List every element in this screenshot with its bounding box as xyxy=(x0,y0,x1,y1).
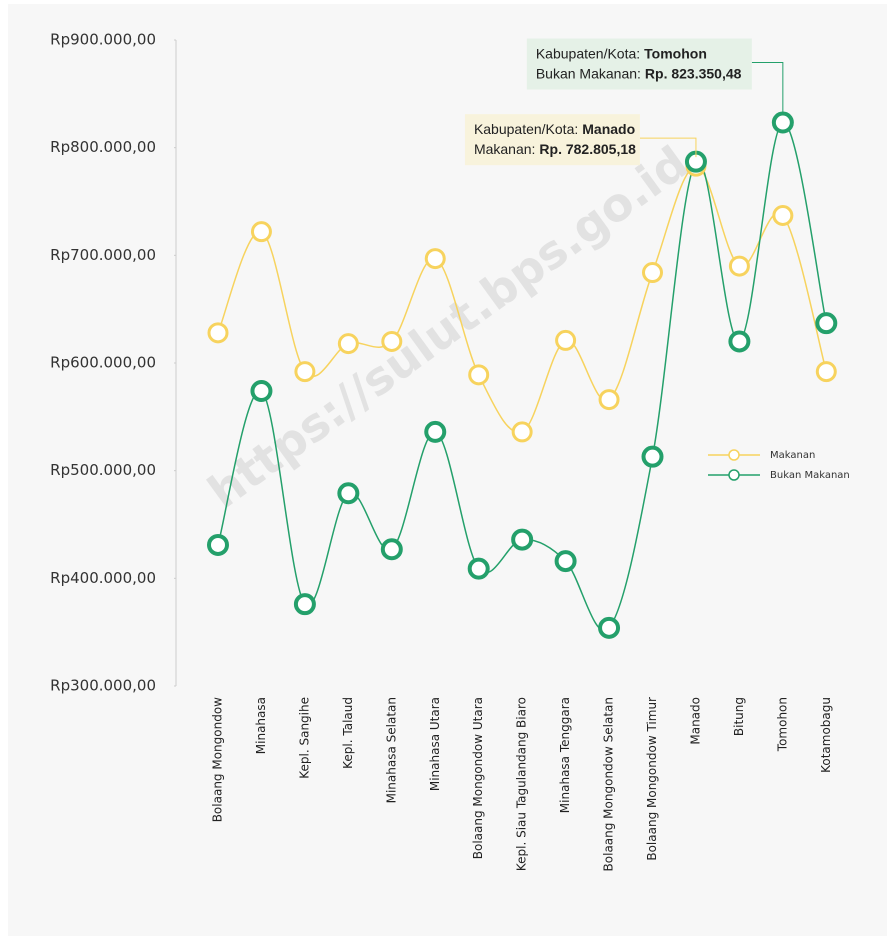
data-point xyxy=(250,379,273,402)
data-point xyxy=(294,361,316,383)
data-point xyxy=(380,538,403,561)
data-point xyxy=(728,330,751,353)
x-tick-label: Tomohon xyxy=(775,697,789,752)
tooltip-line: Bukan Makanan:Rp. 823.350,48 xyxy=(536,65,742,81)
data-point xyxy=(511,421,533,443)
y-tick-label: Rp900.000,00 xyxy=(50,31,156,49)
x-tick-label: Bitung xyxy=(732,697,746,736)
data-point xyxy=(511,528,534,551)
x-tick-label: Minahasa Selatan xyxy=(384,697,398,803)
tooltip-separator: : xyxy=(637,65,641,81)
data-point xyxy=(207,533,229,556)
data-point xyxy=(337,333,359,355)
tooltip-series: Makanan xyxy=(474,141,532,157)
y-tick-label: Rp300.000,00 xyxy=(50,677,156,695)
tooltip-line: Kabupaten/Kota: Manado xyxy=(474,121,635,137)
y-tick-label: Rp800.000,00 xyxy=(50,138,156,156)
tooltip-line: Makanan:Rp. 782.805,18 xyxy=(474,141,636,157)
y-tick-label: Rp700.000,00 xyxy=(50,246,156,264)
data-point xyxy=(555,329,577,351)
legend-marker xyxy=(728,469,740,481)
tooltip-connector xyxy=(639,137,697,158)
tooltip-connector xyxy=(751,62,784,114)
y-tick-label: Rp500.000,00 xyxy=(50,461,156,479)
chart-background xyxy=(8,4,887,936)
data-point xyxy=(642,262,663,284)
data-point xyxy=(728,255,750,277)
data-point xyxy=(207,322,229,344)
data-point xyxy=(554,550,577,573)
tooltip-category: Manado xyxy=(582,121,635,137)
data-point xyxy=(293,593,316,616)
data-point xyxy=(771,111,794,134)
tooltip-value: Rp. 823.350,48 xyxy=(645,65,742,81)
x-tick-label: Bolaang Mongondow Utara xyxy=(471,697,485,859)
data-point xyxy=(337,482,360,505)
legend-label: Makanan xyxy=(770,450,815,461)
data-point xyxy=(381,330,403,352)
x-tick-label: Kotamobagu xyxy=(819,697,833,773)
data-point xyxy=(772,204,794,226)
x-tick-label: Bolaang Mongondow xyxy=(211,697,225,822)
tooltip-value: Rp. 782.805,18 xyxy=(539,141,636,157)
data-point xyxy=(598,389,620,411)
x-tick-label: Kepl. Talaud xyxy=(341,697,355,769)
tooltip-series: Bukan Makanan xyxy=(536,65,637,81)
tooltip xyxy=(464,114,640,166)
tooltip xyxy=(526,38,752,90)
x-tick-label: Kepl. Sangihe xyxy=(297,697,311,779)
tooltip-category: Tomohon xyxy=(644,45,707,61)
data-point xyxy=(468,364,490,386)
data-point xyxy=(641,445,664,468)
data-point xyxy=(467,557,490,580)
data-point xyxy=(815,312,838,335)
tooltip-label: Kabupaten/Kota: xyxy=(536,45,640,61)
legend-label: Bukan Makanan xyxy=(770,470,850,481)
legend-marker xyxy=(728,449,740,461)
tooltip-label: Kabupaten/Kota: xyxy=(474,121,578,137)
x-tick-label: Minahasa xyxy=(254,697,268,754)
x-tick-label: Bolaang Mongondow Timur xyxy=(645,697,659,861)
x-tick-label: Bolaang Mongondow Selatan xyxy=(602,697,616,871)
x-tick-label: Kepl. Siau Tagulandang Biaro xyxy=(515,697,529,871)
data-point xyxy=(424,420,447,443)
data-point xyxy=(815,361,837,383)
tooltip-separator: : xyxy=(532,141,536,157)
x-tick-label: Minahasa Tenggara xyxy=(558,697,572,813)
data-point xyxy=(424,248,446,270)
tooltip-line: Kabupaten/Kota: Tomohon xyxy=(536,45,707,61)
x-tick-label: Manado xyxy=(688,697,702,745)
y-tick-label: Rp400.000,00 xyxy=(50,569,156,587)
data-point xyxy=(598,616,621,639)
data-point xyxy=(250,221,272,243)
x-tick-label: Minahasa Utara xyxy=(428,697,442,791)
y-tick-label: Rp600.000,00 xyxy=(50,354,156,372)
